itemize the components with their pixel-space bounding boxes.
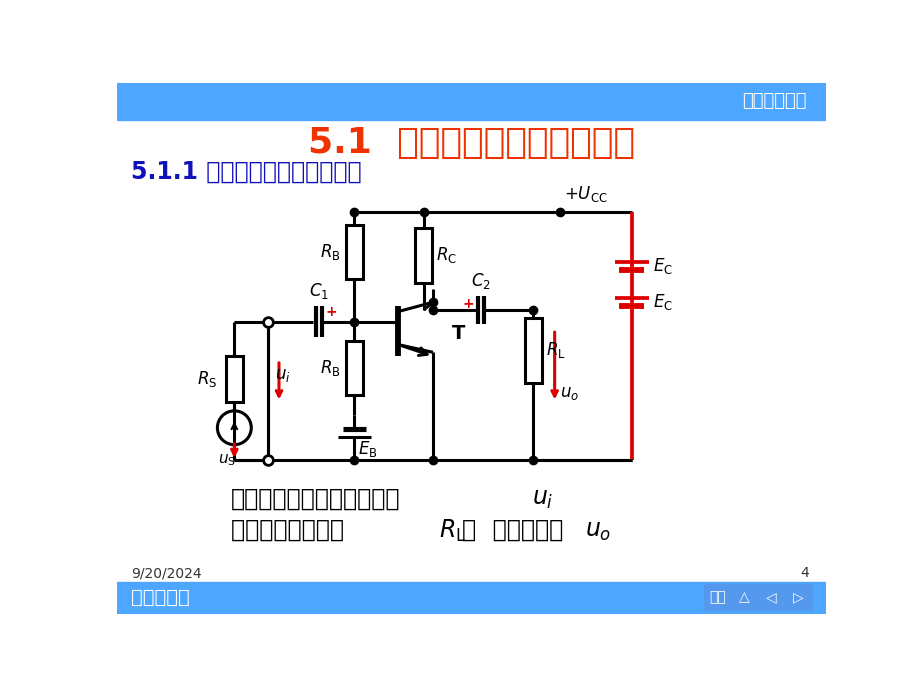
Text: $E_{\rm C}$: $E_{\rm C}$ <box>652 256 673 276</box>
Text: 输出端接负载电阻: 输出端接负载电阻 <box>231 518 352 542</box>
Bar <box>346 341 362 395</box>
Text: $E_{\rm B}$: $E_{\rm B}$ <box>357 439 378 459</box>
Text: 9/20/2024: 9/20/2024 <box>131 566 201 580</box>
Text: 输入端接低频交流电压信号: 输入端接低频交流电压信号 <box>231 486 401 511</box>
Text: $R_{\rm B}$: $R_{\rm B}$ <box>320 357 340 377</box>
Bar <box>731 584 757 610</box>
Bar <box>703 584 731 610</box>
Text: +: + <box>324 305 336 319</box>
Text: ▷: ▷ <box>792 590 803 604</box>
Text: ，  输出电压为: ， 输出电压为 <box>461 518 563 542</box>
Text: $u_o$: $u_o$ <box>584 519 611 543</box>
Text: 电路与电子学: 电路与电子学 <box>741 92 806 110</box>
Bar <box>757 584 784 610</box>
Text: $u_{\rm S}$: $u_{\rm S}$ <box>218 453 235 468</box>
Text: 目录: 目录 <box>709 590 725 604</box>
Text: △: △ <box>738 590 749 604</box>
Text: 5.1.1 共发射极放大电路的组成: 5.1.1 共发射极放大电路的组成 <box>131 160 361 184</box>
Text: 5.1  晶体管共发射极放大电路: 5.1 晶体管共发射极放大电路 <box>308 126 634 160</box>
Bar <box>117 582 825 614</box>
Text: $R_{\rm B}$: $R_{\rm B}$ <box>320 242 340 262</box>
Text: 4: 4 <box>800 566 808 580</box>
Text: $u_i$: $u_i$ <box>275 366 290 384</box>
Text: $R_{\rm L}$: $R_{\rm L}$ <box>546 340 565 360</box>
Text: ◁: ◁ <box>766 590 776 604</box>
Text: $C_2$: $C_2$ <box>471 270 490 290</box>
Bar <box>524 317 541 383</box>
Text: $C_1$: $C_1$ <box>309 282 329 302</box>
Bar <box>346 225 362 279</box>
Bar <box>226 356 243 402</box>
Text: $+U_{\rm CC}$: $+U_{\rm CC}$ <box>563 184 607 204</box>
Text: $u_o$: $u_o$ <box>560 384 579 402</box>
Text: $R_{\rm C}$: $R_{\rm C}$ <box>436 245 457 265</box>
Text: +: + <box>462 297 473 310</box>
Bar <box>414 228 432 283</box>
Text: $E_{\rm C}$: $E_{\rm C}$ <box>652 293 673 313</box>
Text: T: T <box>452 324 465 342</box>
Text: $R_{\rm S}$: $R_{\rm S}$ <box>197 369 217 389</box>
Bar <box>784 584 811 610</box>
Text: 计算机学院: 计算机学院 <box>131 589 189 607</box>
Bar <box>117 83 825 120</box>
Text: $R_{\rm L}$: $R_{\rm L}$ <box>438 518 466 544</box>
Text: $u_i$: $u_i$ <box>531 487 552 511</box>
